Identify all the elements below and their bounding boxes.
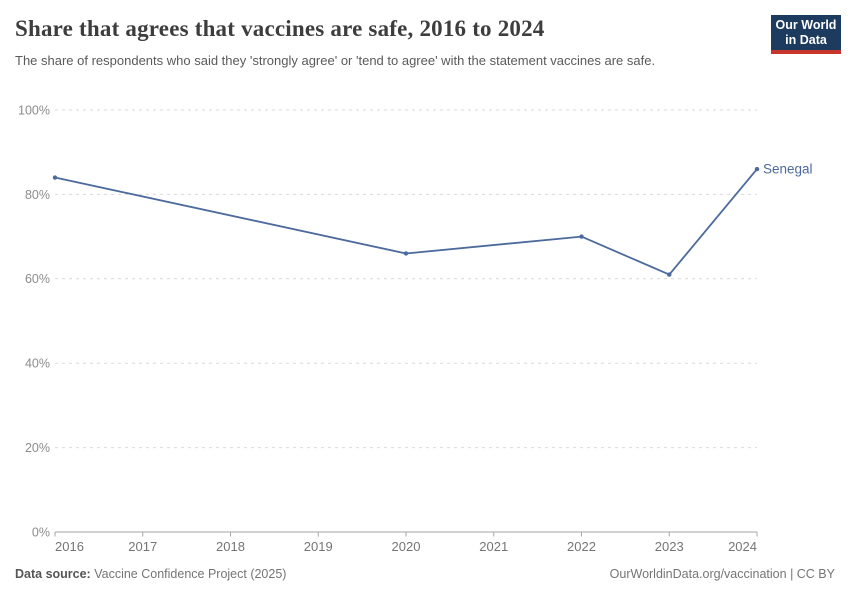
chart-footer: Data source: Vaccine Confidence Project … (15, 567, 835, 581)
x-tick-label: 2016 (55, 539, 84, 554)
data-point (667, 272, 672, 277)
y-tick-label: 60% (25, 272, 50, 286)
x-tick-label: 2018 (216, 539, 245, 554)
data-source-label: Data source: (15, 567, 91, 581)
x-tick-label: 2023 (655, 539, 684, 554)
x-tick-label: 2022 (567, 539, 596, 554)
chart-canvas: 0% 20% 40% 60% 80% 100% 2016 2017 2018 2019 2020 20… (18, 103, 813, 554)
owid-logo: Our World in Data (771, 15, 841, 54)
line-chart: 0% 20% 40% 60% 80% 100% 2016 2017 2018 2019 2020 20… (0, 95, 850, 555)
x-tick-label: 2017 (128, 539, 157, 554)
x-tick-label: 2019 (304, 539, 333, 554)
data-source-value: Vaccine Confidence Project (2025) (94, 567, 287, 581)
data-point (403, 251, 409, 256)
owid-logo-line2: in Data (785, 33, 827, 47)
y-tick-label: 20% (25, 441, 50, 455)
owid-logo-line1: Our World (775, 18, 837, 32)
y-tick-label: 0% (32, 525, 50, 539)
data-line-senegal (54, 168, 758, 276)
page-title: Share that agrees that vaccines are safe… (15, 16, 545, 41)
series-end-label: Senegal (763, 162, 813, 177)
y-tick-label: 40% (25, 357, 50, 371)
chart-subtitle: The share of respondents who said they '… (15, 53, 656, 68)
data-point (52, 175, 58, 180)
x-tick-label: 2024 (728, 539, 757, 554)
data-point (579, 234, 584, 239)
data-point (754, 166, 760, 172)
x-tick-label: 2020 (392, 539, 421, 554)
owid-url-link[interactable]: OurWorldinData.org/vaccination | CC BY (609, 567, 835, 581)
y-tick-label: 100% (18, 103, 50, 117)
data-source: Data source: Vaccine Confidence Project … (15, 567, 286, 581)
x-tick-label: 2021 (479, 539, 508, 554)
y-tick-label: 80% (25, 188, 50, 202)
